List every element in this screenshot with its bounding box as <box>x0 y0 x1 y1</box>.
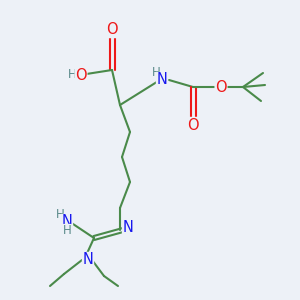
Text: N: N <box>123 220 134 236</box>
Text: N: N <box>61 214 72 230</box>
Text: H: H <box>68 68 76 80</box>
Text: O: O <box>187 118 199 133</box>
Text: H: H <box>152 65 160 79</box>
Text: O: O <box>215 80 227 94</box>
Text: H: H <box>63 224 71 238</box>
Text: N: N <box>157 73 167 88</box>
Text: O: O <box>75 68 87 82</box>
Text: N: N <box>82 253 93 268</box>
Text: O: O <box>106 22 118 38</box>
Text: H: H <box>56 208 64 221</box>
